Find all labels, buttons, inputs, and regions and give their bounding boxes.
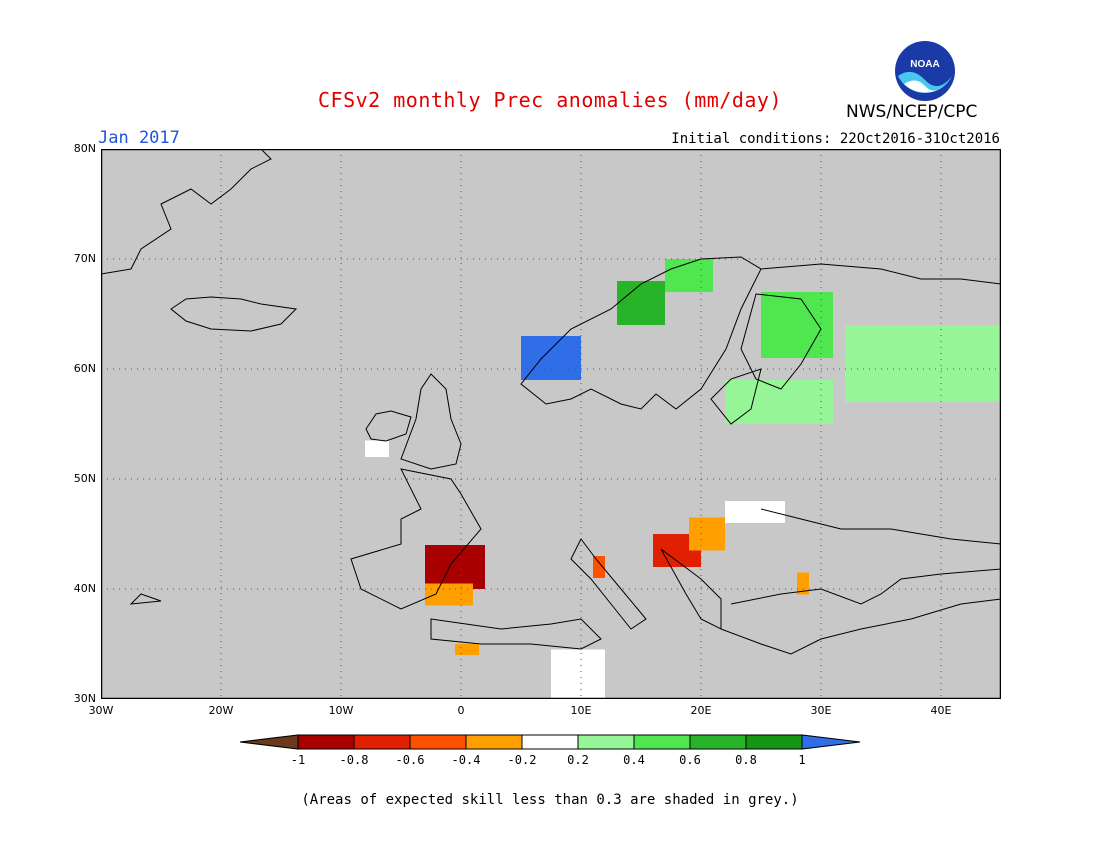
legend-tick-label: 0.4: [623, 753, 645, 767]
anomaly-baltic-wet: [725, 380, 833, 424]
legend-tick-label: -0.2: [508, 753, 537, 767]
legend-tick-label: 1: [798, 753, 805, 767]
legend-tick-label: -0.4: [452, 753, 481, 767]
legend-tick-label: -0.6: [396, 753, 425, 767]
anomaly-north-africa-neutral: [551, 649, 605, 699]
noaa-logo: NOAA: [895, 41, 955, 101]
chart-title: CFSv2 monthly Prec anomalies (mm/day): [317, 88, 783, 112]
legend-tick-label: -0.8: [340, 753, 369, 767]
anomaly-romania-neutral: [725, 501, 785, 523]
skill-footnote: (Areas of expected skill less than 0.3 a…: [301, 792, 799, 808]
lat-label: 30N: [73, 692, 96, 705]
lat-label: 50N: [73, 472, 96, 485]
anomaly-ireland-neutral: [365, 440, 389, 457]
legend-swatch: [465, 734, 523, 750]
lat-label: 40N: [73, 582, 96, 595]
lon-label: 10E: [570, 704, 592, 717]
anomaly-map: [101, 149, 1001, 699]
legend-tick-label: 0.2: [567, 753, 589, 767]
legend-swatch-high: [801, 734, 861, 750]
agency-label: NWS/NCEP/CPC: [846, 102, 978, 122]
legend-swatch-low: [239, 734, 299, 750]
anomaly-norway-wet-north: [665, 259, 713, 292]
lat-label: 60N: [73, 362, 96, 375]
anomaly-spain-dry-south: [425, 583, 473, 606]
legend-swatch: [689, 734, 747, 750]
anomaly-norway-southwest-wet: [521, 336, 581, 380]
initial-conditions: Initial conditions: 22Oct2016-31Oct2016: [671, 131, 1000, 147]
anomaly-turkey-dry: [797, 572, 809, 595]
anomaly-italy-dry: [593, 556, 605, 578]
legend-tick-label: 0.6: [679, 753, 701, 767]
coastlines: [101, 149, 1001, 655]
lon-label: 30W: [88, 704, 114, 717]
anomaly-hungary-dry: [689, 517, 725, 551]
lon-label: 40E: [930, 704, 952, 717]
svg-text:NOAA: NOAA: [910, 59, 939, 70]
lon-label: 20W: [208, 704, 234, 717]
anomaly-algeria-dry: [455, 644, 479, 655]
legend-swatch: [521, 734, 579, 750]
legend-swatch: [577, 734, 635, 750]
legend-swatches: [239, 734, 861, 750]
anomaly-russia-wet: [845, 325, 1001, 402]
map-background: [101, 149, 1001, 699]
lat-label: 70N: [73, 252, 96, 265]
anomaly-norway-wet: [617, 281, 665, 325]
legend-swatch: [353, 734, 411, 750]
lon-label: 20E: [690, 704, 712, 717]
grid-lines: [101, 149, 1001, 699]
lon-label: 10W: [328, 704, 354, 717]
lon-label: 30E: [810, 704, 832, 717]
anomaly-spain-dry: [425, 545, 485, 589]
legend-swatch: [633, 734, 691, 750]
legend-tick-label: -1: [291, 753, 305, 767]
legend-tick-labels: -1 -0.8 -0.6 -0.4 -0.2 0.2 0.4 0.6 0.8 1: [291, 753, 806, 767]
lon-label: 0: [457, 704, 465, 717]
map-frame: [101, 149, 1001, 699]
legend-swatch: [297, 734, 355, 750]
anomaly-layer: [365, 259, 1001, 699]
legend-swatch: [409, 734, 467, 750]
anomaly-finland-wet: [761, 292, 833, 358]
legend-swatch: [745, 734, 803, 750]
legend-tick-label: 0.8: [735, 753, 757, 767]
forecast-month: Jan 2017: [98, 128, 180, 148]
lat-label: 80N: [73, 142, 96, 155]
color-legend: -1 -0.8 -0.6 -0.4 -0.2 0.2 0.4 0.6 0.8 1: [239, 734, 861, 767]
